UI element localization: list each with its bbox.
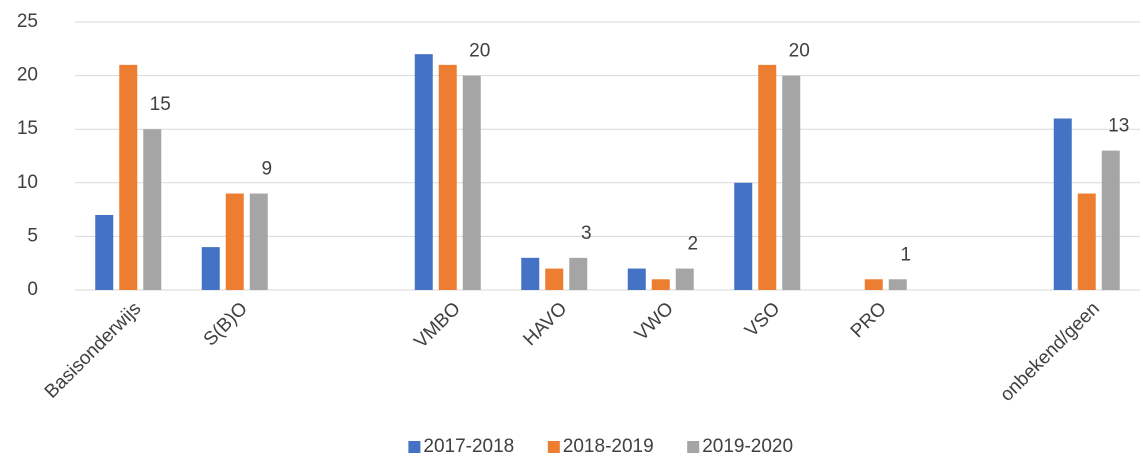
- bar: [1077, 193, 1096, 290]
- data-label: 9: [261, 159, 272, 180]
- bar: [438, 64, 457, 290]
- legend-swatch: [547, 441, 560, 453]
- bar: [675, 268, 694, 290]
- y-tick-label: 0: [27, 279, 38, 300]
- bar: [462, 75, 481, 290]
- legend-label: 2017-2018: [423, 436, 514, 457]
- legend-label: 2019-2020: [702, 436, 793, 457]
- x-tick-label: Basisonderwijs: [41, 298, 145, 402]
- x-tick-label: VMBO: [410, 298, 464, 352]
- bar: [143, 129, 162, 290]
- x-tick-label: VSO: [741, 298, 784, 341]
- bar: [1053, 118, 1072, 290]
- bar: [119, 64, 138, 290]
- y-tick-label: 15: [17, 118, 38, 139]
- x-tick-label: HAVO: [519, 298, 571, 350]
- data-label: 20: [469, 41, 490, 62]
- bar: [651, 279, 670, 290]
- data-label: 15: [150, 94, 171, 115]
- data-label: 13: [1108, 116, 1129, 137]
- bar: [734, 182, 753, 290]
- x-tick-label: VWO: [631, 298, 678, 345]
- bar: [627, 268, 646, 290]
- legend-swatch: [687, 441, 700, 453]
- bar: [864, 279, 883, 290]
- legend-label: 2018-2019: [563, 436, 654, 457]
- bar: [888, 279, 907, 290]
- data-label: 3: [581, 223, 592, 244]
- bar: [201, 247, 220, 290]
- x-tick-label: PRO: [847, 298, 891, 342]
- bar: [225, 193, 244, 290]
- x-tick-label: S(B)O: [200, 298, 252, 350]
- bar: [758, 64, 777, 290]
- y-tick-label: 10: [17, 172, 38, 193]
- bar: [569, 257, 588, 290]
- data-label: 1: [900, 244, 911, 265]
- bar: [1101, 150, 1120, 290]
- y-tick-label: 5: [27, 225, 38, 246]
- bar: [545, 268, 564, 290]
- x-tick-label: onbekend/geen: [996, 298, 1103, 405]
- bar: [521, 257, 540, 290]
- legend-swatch: [408, 441, 421, 453]
- bar: [95, 214, 114, 290]
- y-tick-label: 25: [17, 11, 38, 32]
- bar: [782, 75, 801, 290]
- data-label: 2: [687, 234, 698, 255]
- bar: [249, 193, 268, 290]
- bar: [414, 54, 433, 290]
- y-tick-label: 20: [17, 65, 38, 86]
- data-label: 20: [789, 41, 810, 62]
